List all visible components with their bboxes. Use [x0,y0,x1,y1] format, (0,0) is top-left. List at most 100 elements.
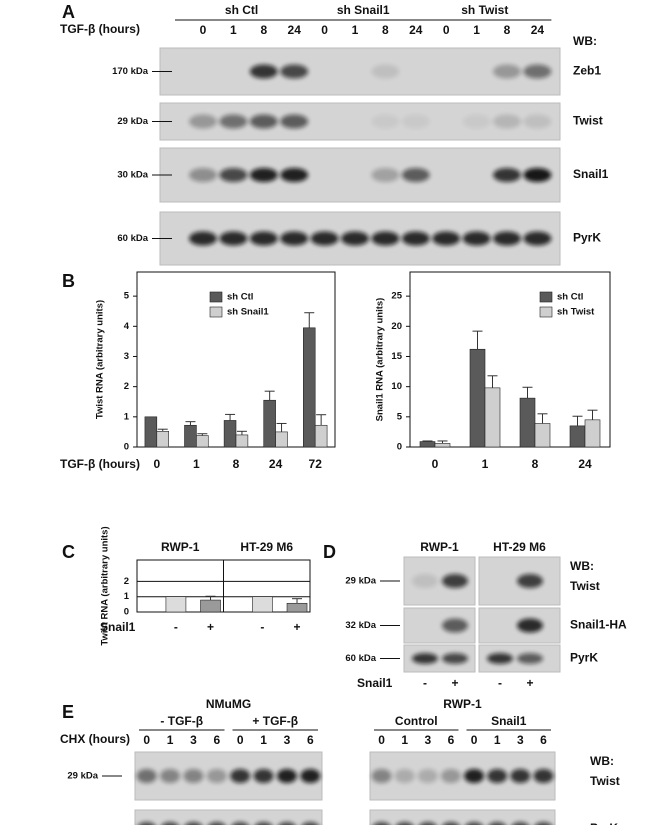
lane-label: 8 [504,23,511,37]
lane-label: 24 [409,23,423,37]
panel-label: C [62,542,75,562]
lane-label: 3 [424,733,431,747]
group-label: - TGF-β [160,714,203,728]
blot-band [512,822,529,825]
bar [584,419,601,448]
x-axis-label: Snail1 [100,620,136,634]
blot-band [231,822,249,825]
bar [314,424,328,448]
legend-label: sh Ctl [557,292,583,303]
lane-label: 6 [448,733,455,747]
blot-band [523,114,552,129]
wb-label: WB: [570,559,594,573]
bar [275,431,288,448]
lane-label: 0 [321,23,328,37]
legend-label: sh Twist [557,307,595,318]
group-label: sh Twist [461,3,508,17]
blot-band [523,168,552,182]
blot-shade [369,809,556,825]
blot-band [401,231,430,246]
blot-band [183,769,204,783]
blot-band [371,231,400,246]
group-label: Control [395,714,438,728]
panel-label: A [62,2,75,22]
protein-label: Twist [573,114,603,128]
group-label: + TGF-β [252,714,298,728]
group-label: HT-29 M6 [240,540,293,554]
lane-label: 0 [443,23,450,37]
blot-band [208,822,226,825]
blot-shade [478,556,561,606]
x-tick-label: 24 [269,457,283,471]
blot-band [401,168,430,182]
blot-band [373,822,390,825]
protein-label: Snail1 [573,167,609,181]
cell-label: NMuMG [206,697,251,711]
bar [165,596,187,613]
blot-band [249,231,278,246]
lane-label: 3 [517,733,524,747]
y-axis-label: Twist RNA (arbitrary units) [100,526,111,645]
bar [252,596,273,613]
y-tick-label: 1 [124,411,130,422]
bar [519,397,536,448]
protein-label: PyrK [573,231,601,245]
group-label: RWP-1 [420,540,459,554]
group-label: RWP-1 [161,540,200,554]
treatment-label: TGF-β (hours) [60,22,140,36]
kda-label: 29 kDa [67,771,98,782]
x-tick-label: 8 [532,457,539,471]
bar [263,399,276,448]
lane-label: 3 [190,733,197,747]
blot-band [417,769,438,783]
blot-band [138,822,155,825]
cell-label: RWP-1 [443,697,482,711]
bar [235,434,249,448]
panel-label: E [62,702,74,722]
lane-label: 0 [237,733,244,747]
x-tick-label: 24 [578,457,592,471]
blot-band [219,168,248,182]
legend-label: sh Ctl [227,292,253,303]
blot-shade [134,751,323,801]
kda-label: 32 kDa [345,620,376,631]
blot-membrane [370,810,555,825]
blot-band [161,822,179,825]
lane-label: 0 [143,733,150,747]
blot-band [535,822,552,825]
blot-band [219,231,248,246]
lane-label: 0 [378,733,385,747]
lane-label: 1 [401,733,408,747]
blot-band [189,168,217,182]
blot-band [300,769,321,783]
x-tick-label: 1 [482,457,489,471]
y-tick-label: 25 [391,291,402,302]
blot-band [249,114,278,129]
blot-band [280,64,309,79]
legend-swatch [539,306,553,318]
y-tick-label: 4 [124,321,130,332]
lane-label: 3 [284,733,291,747]
bar [534,423,551,448]
blot-band [464,769,485,783]
blot-band [493,114,521,129]
kda-label: 60 kDa [67,824,98,825]
x-tick-label: - [260,620,264,634]
y-axis-label: Twist RNA (arbitrary units) [95,300,106,419]
blot-band [523,64,552,79]
x-tick-label: 0 [153,457,160,471]
bar [286,602,308,613]
blot-band [533,769,554,783]
blot-band [442,653,468,664]
x-tick-label: 72 [309,457,323,471]
y-tick-label: 1 [124,591,130,602]
blot-band [440,769,461,783]
legend-swatch [209,291,223,303]
blot-band [371,64,400,79]
kda-label: 60 kDa [345,653,376,664]
factor-label: Snail1 [357,676,393,690]
bar [223,420,237,448]
protein-label: Twist [590,774,620,788]
y-axis-label: Snail1 RNA (arbitrary units) [375,298,386,422]
